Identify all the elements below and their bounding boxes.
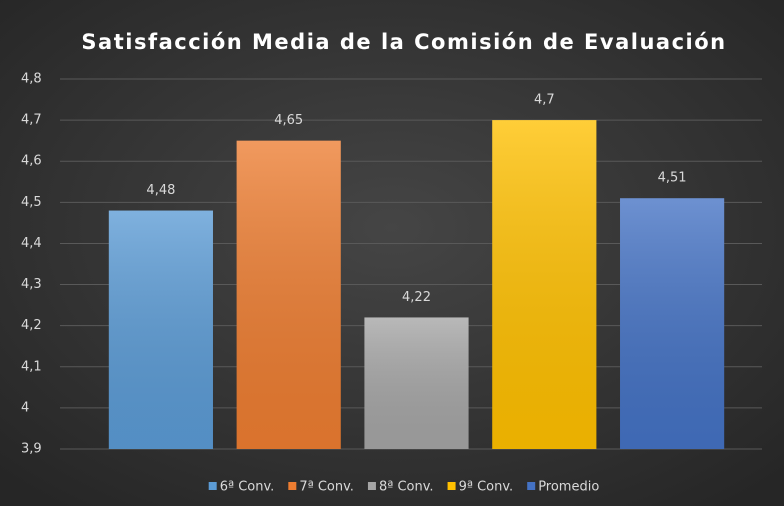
bar-sheen <box>236 140 341 449</box>
legend-swatch <box>527 482 536 490</box>
legend-swatch <box>447 482 456 490</box>
y-tick-label: 4,7 <box>21 113 42 128</box>
data-label: 4,51 <box>658 171 687 186</box>
y-tick-label: 4,6 <box>21 154 42 169</box>
y-tick-label: 4,5 <box>21 195 42 210</box>
y-tick-label: 4,1 <box>21 359 42 374</box>
legend-swatch <box>288 482 297 490</box>
bar-sheen <box>492 120 597 449</box>
bar-sheen <box>620 198 725 449</box>
bar-sheen <box>108 210 213 449</box>
legend-label: 7ª Conv. <box>299 480 354 495</box>
data-label: 4,7 <box>534 93 555 108</box>
bar-sheen <box>364 317 469 449</box>
legend-swatch <box>367 482 376 490</box>
y-tick-label: 4,3 <box>21 277 42 292</box>
legend-label: 8ª Conv. <box>379 480 434 495</box>
y-tick-label: 3,9 <box>21 442 42 457</box>
y-tick-label: 4,8 <box>21 72 42 87</box>
data-label: 4,48 <box>146 183 175 198</box>
legend-label: Promedio <box>538 480 599 495</box>
legend-label: 9ª Conv. <box>459 480 514 495</box>
chart-title: Satisfacción Media de la Comisión de Eva… <box>81 30 726 54</box>
legend-label: 6ª Conv. <box>220 480 275 495</box>
y-tick-label: 4,2 <box>21 318 42 333</box>
data-label: 4,22 <box>402 290 431 305</box>
y-tick-label: 4,4 <box>21 236 42 251</box>
data-label: 4,65 <box>274 113 303 128</box>
y-tick-label: 4 <box>21 400 29 415</box>
legend-swatch <box>208 482 217 490</box>
